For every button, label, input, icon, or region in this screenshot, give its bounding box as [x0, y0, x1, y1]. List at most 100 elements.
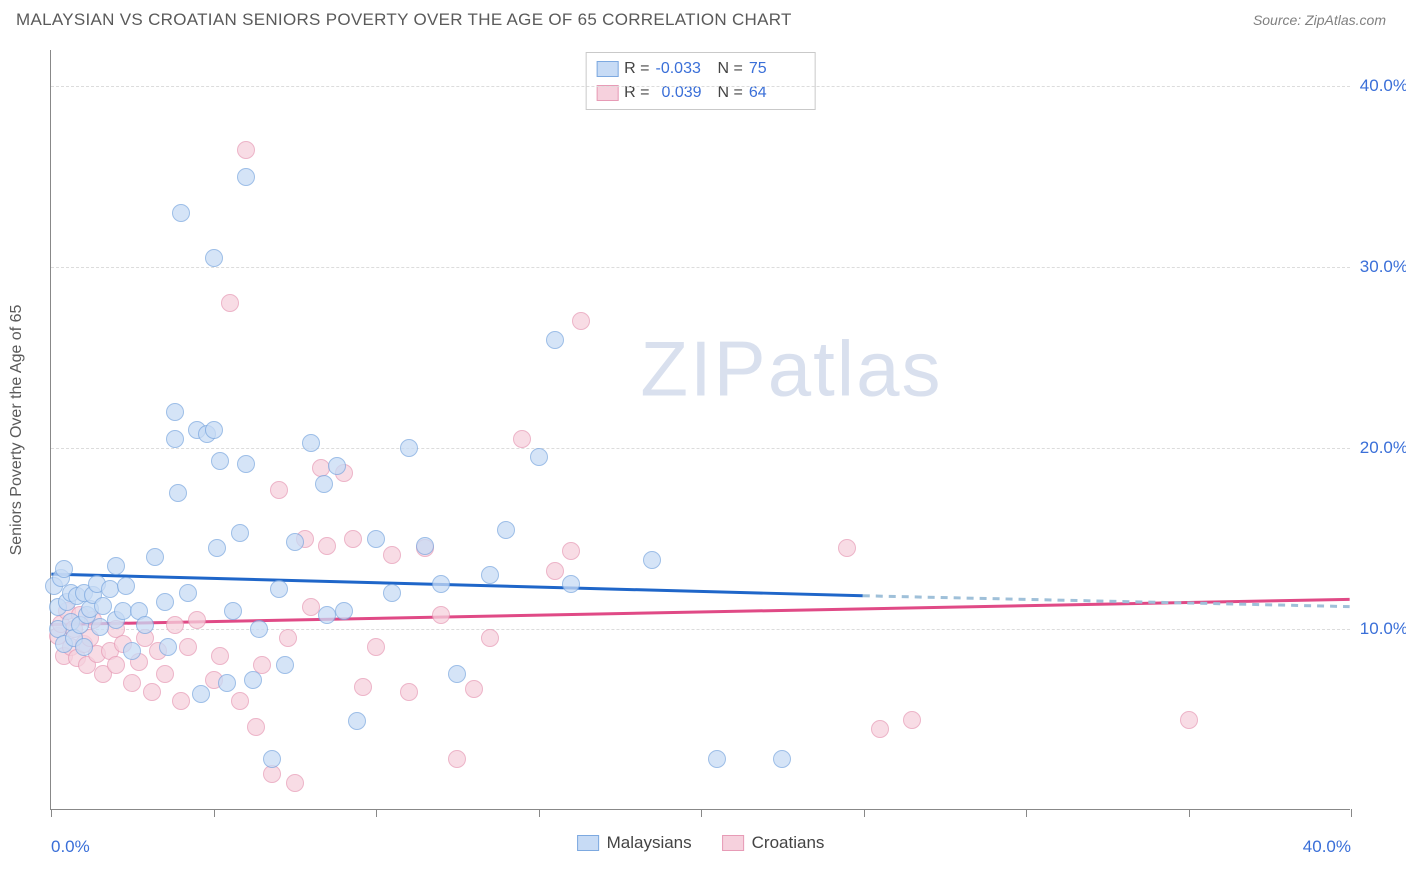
data-point-croatians — [221, 294, 239, 312]
legend-stats-row-croatians: R = 0.039 N = 64 — [596, 81, 805, 105]
data-point-malaysians — [328, 457, 346, 475]
gridline-h — [51, 86, 1350, 87]
legend-n-label: N = — [718, 57, 743, 81]
swatch-croatians — [722, 835, 744, 851]
watermark-bold: ZIP — [640, 324, 767, 412]
gridline-h — [51, 629, 1350, 630]
data-point-malaysians — [117, 577, 135, 595]
data-point-malaysians — [205, 421, 223, 439]
legend-n-malaysians: 75 — [749, 57, 805, 81]
data-point-malaysians — [367, 530, 385, 548]
data-point-croatians — [270, 481, 288, 499]
data-point-croatians — [448, 750, 466, 768]
data-point-malaysians — [136, 616, 154, 634]
legend-r-label: R = — [624, 81, 649, 105]
data-point-croatians — [156, 665, 174, 683]
data-point-malaysians — [546, 331, 564, 349]
x-tick — [1026, 809, 1027, 817]
data-point-malaysians — [237, 168, 255, 186]
data-point-croatians — [354, 678, 372, 696]
legend-bottom: Malaysians Croatians — [577, 833, 825, 853]
data-point-croatians — [166, 616, 184, 634]
x-tick — [539, 809, 540, 817]
data-point-malaysians — [208, 539, 226, 557]
data-point-croatians — [318, 537, 336, 555]
gridline-h — [51, 448, 1350, 449]
data-point-malaysians — [101, 580, 119, 598]
data-point-malaysians — [169, 484, 187, 502]
data-point-croatians — [513, 430, 531, 448]
y-tick-label: 20.0% — [1356, 438, 1406, 458]
legend-item-malaysians: Malaysians — [577, 833, 692, 853]
data-point-malaysians — [708, 750, 726, 768]
data-point-croatians — [871, 720, 889, 738]
data-point-malaysians — [123, 642, 141, 660]
x-tick — [1189, 809, 1190, 817]
plot-area: ZIPatlas R = -0.033 N = 75 R = 0.039 N =… — [50, 50, 1350, 810]
data-point-malaysians — [91, 618, 109, 636]
data-point-malaysians — [244, 671, 262, 689]
data-point-croatians — [481, 629, 499, 647]
legend-r-malaysians: -0.033 — [656, 57, 712, 81]
data-point-malaysians — [172, 204, 190, 222]
y-axis-label: Seniors Poverty Over the Age of 65 — [8, 304, 26, 555]
data-point-malaysians — [159, 638, 177, 656]
data-point-malaysians — [166, 430, 184, 448]
data-point-malaysians — [497, 521, 515, 539]
data-point-croatians — [562, 542, 580, 560]
x-tick-label: 0.0% — [51, 837, 90, 857]
data-point-malaysians — [383, 584, 401, 602]
data-point-croatians — [247, 718, 265, 736]
data-point-malaysians — [205, 249, 223, 267]
x-tick — [51, 809, 52, 817]
x-tick-label: 40.0% — [1303, 837, 1351, 857]
data-point-croatians — [465, 680, 483, 698]
data-point-croatians — [383, 546, 401, 564]
data-point-malaysians — [302, 434, 320, 452]
data-point-croatians — [903, 711, 921, 729]
legend-item-croatians: Croatians — [722, 833, 825, 853]
y-tick-label: 40.0% — [1356, 76, 1406, 96]
data-point-malaysians — [146, 548, 164, 566]
data-point-croatians — [367, 638, 385, 656]
data-point-malaysians — [562, 575, 580, 593]
watermark: ZIPatlas — [640, 323, 942, 414]
watermark-thin: atlas — [768, 324, 943, 412]
data-point-croatians — [279, 629, 297, 647]
legend-n-label: N = — [718, 81, 743, 105]
data-point-malaysians — [270, 580, 288, 598]
data-point-croatians — [838, 539, 856, 557]
legend-n-croatians: 64 — [749, 81, 805, 105]
chart-title: MALAYSIAN VS CROATIAN SENIORS POVERTY OV… — [16, 10, 792, 30]
data-point-malaysians — [348, 712, 366, 730]
data-point-malaysians — [156, 593, 174, 611]
data-point-malaysians — [218, 674, 236, 692]
data-point-malaysians — [237, 455, 255, 473]
x-tick — [376, 809, 377, 817]
legend-label-malaysians: Malaysians — [607, 833, 692, 853]
data-point-croatians — [107, 656, 125, 674]
data-point-croatians — [286, 774, 304, 792]
data-point-malaysians — [315, 475, 333, 493]
y-tick-label: 30.0% — [1356, 257, 1406, 277]
x-tick — [214, 809, 215, 817]
data-point-croatians — [143, 683, 161, 701]
data-point-croatians — [172, 692, 190, 710]
chart-container: ZIPatlas R = -0.033 N = 75 R = 0.039 N =… — [50, 50, 1390, 840]
data-point-malaysians — [263, 750, 281, 768]
data-point-malaysians — [211, 452, 229, 470]
swatch-malaysians — [577, 835, 599, 851]
data-point-croatians — [211, 647, 229, 665]
data-point-croatians — [231, 692, 249, 710]
source-label: Source: ZipAtlas.com — [1253, 12, 1386, 28]
data-point-croatians — [1180, 711, 1198, 729]
data-point-malaysians — [448, 665, 466, 683]
legend-r-croatians: 0.039 — [656, 81, 712, 105]
y-tick-label: 10.0% — [1356, 619, 1406, 639]
data-point-croatians — [572, 312, 590, 330]
data-point-croatians — [179, 638, 197, 656]
data-point-malaysians — [276, 656, 294, 674]
data-point-malaysians — [107, 557, 125, 575]
data-point-malaysians — [250, 620, 268, 638]
data-point-croatians — [400, 683, 418, 701]
